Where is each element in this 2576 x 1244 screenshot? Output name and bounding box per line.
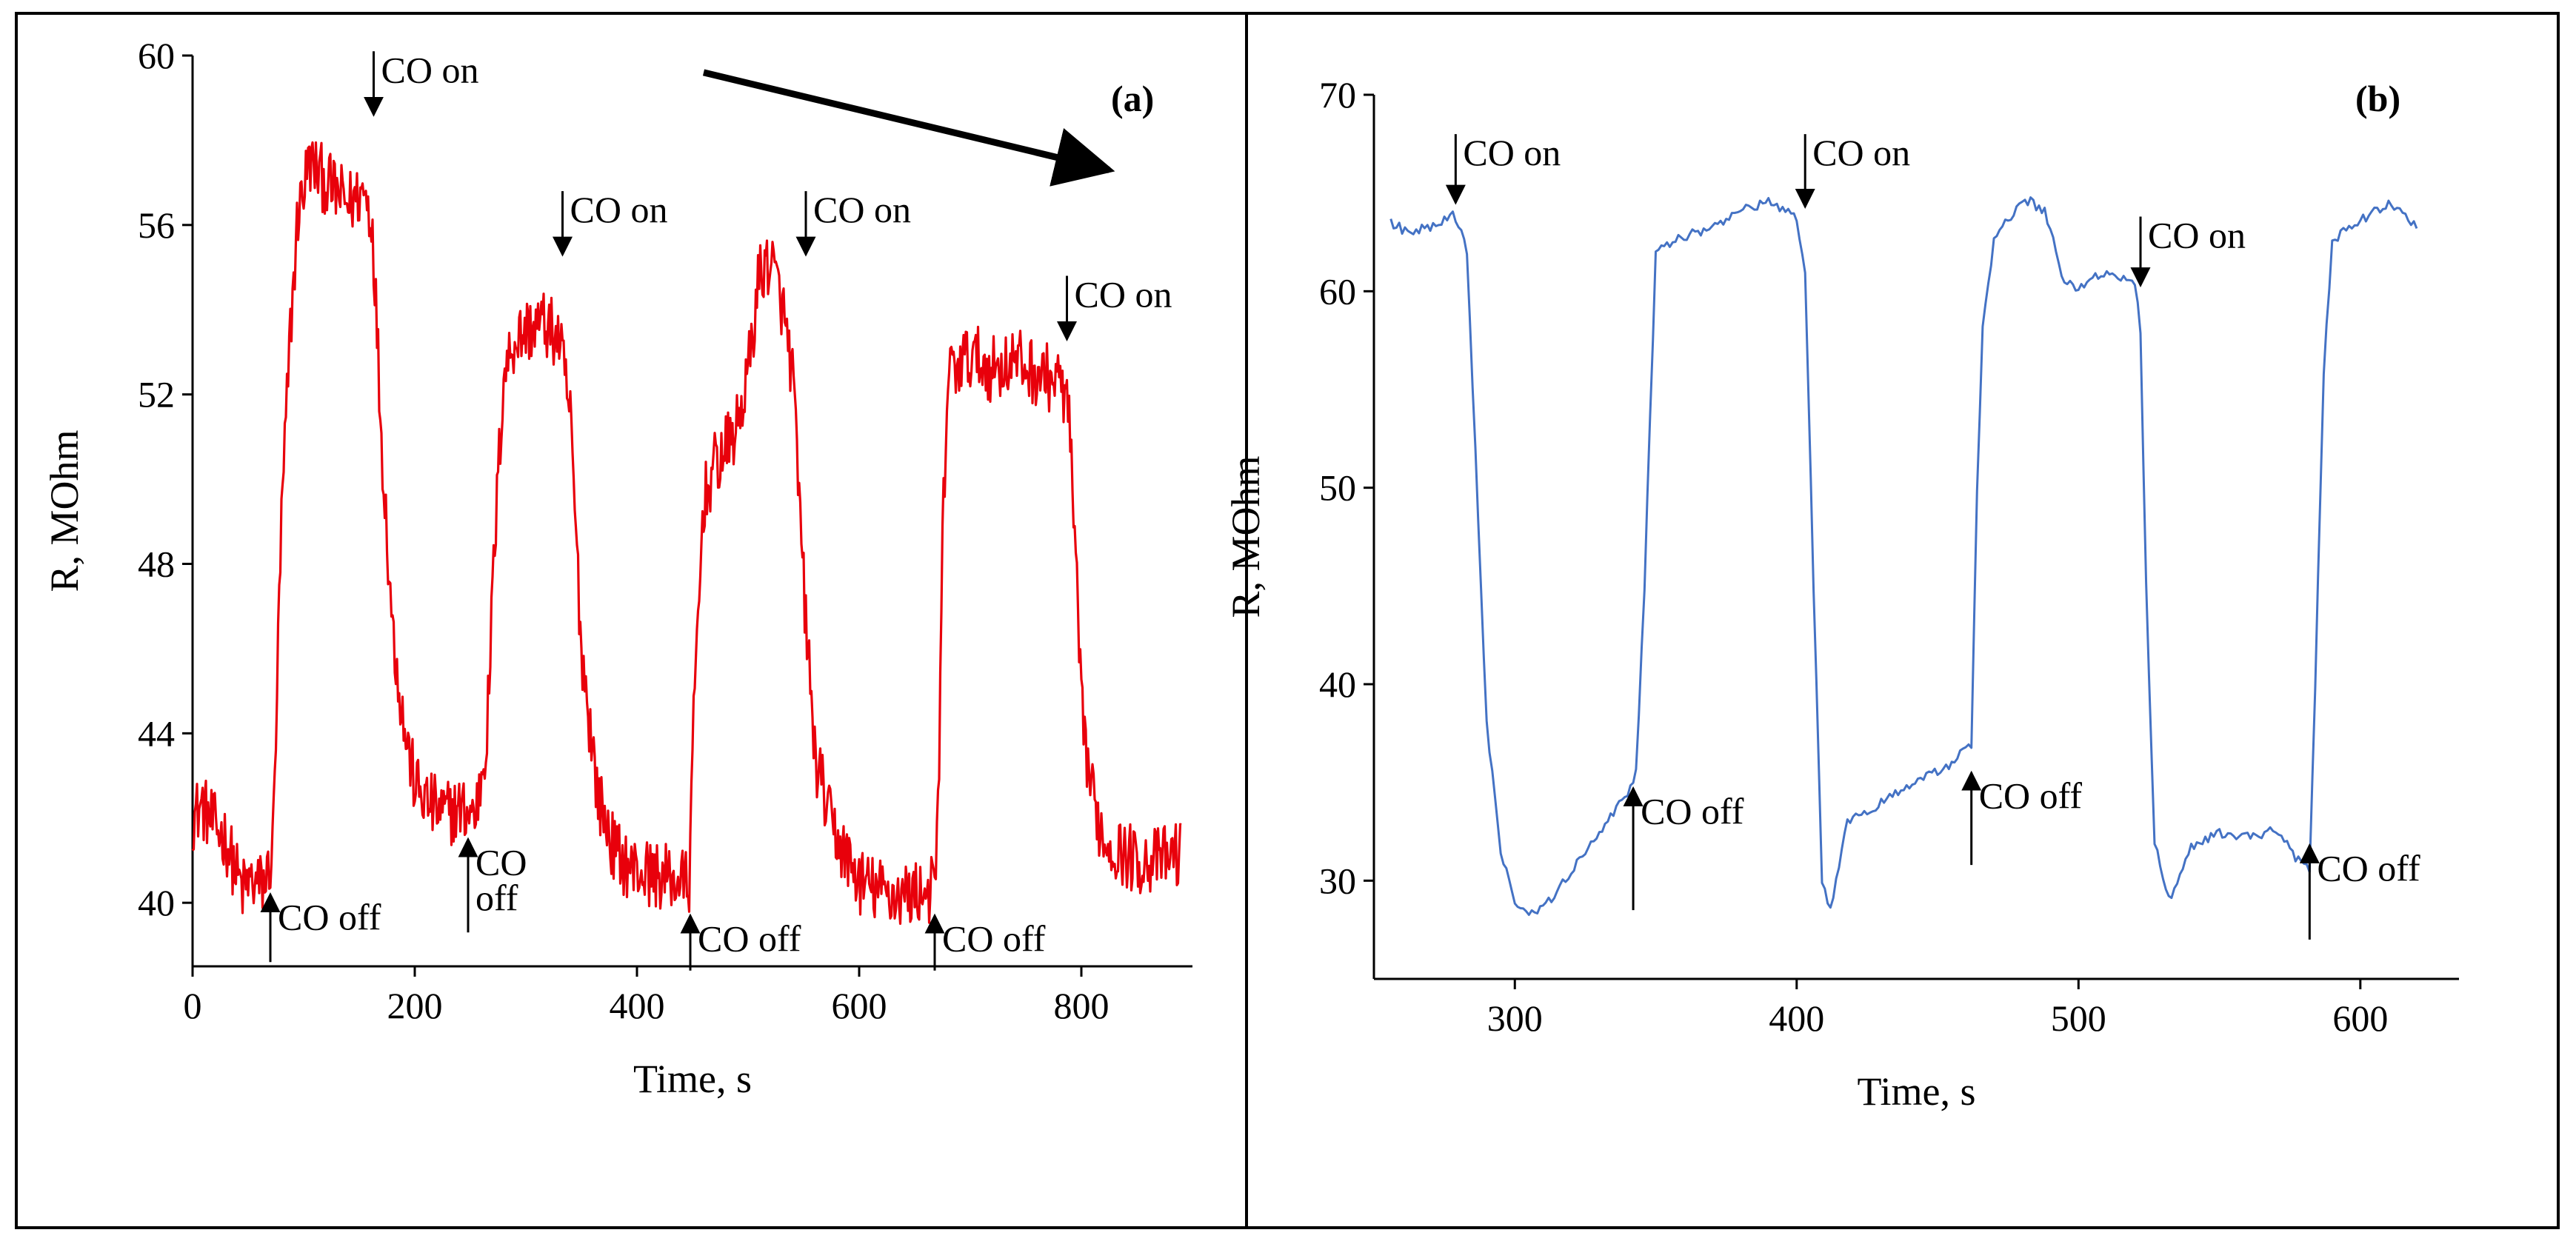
y-tick-label: 52 <box>138 374 175 415</box>
co-on-annotation: CO on <box>553 189 668 257</box>
annotation-label-line2: off <box>476 877 518 918</box>
x-axis-title: Time, s <box>633 1057 752 1101</box>
y-tick-label: 60 <box>1319 270 1356 312</box>
co-on-annotation: CO on <box>1445 132 1561 205</box>
y-tick-label: 60 <box>138 35 175 76</box>
co-off-annotation: CO off <box>260 892 381 963</box>
co-on-annotation: CO on <box>364 49 479 117</box>
annotation-label: CO on <box>381 49 479 90</box>
annotation-label: CO off <box>1641 791 1744 832</box>
y-tick-label: 44 <box>138 712 175 754</box>
co-on-annotation: CO on <box>795 189 911 257</box>
annotation-label: CO off <box>1979 775 2083 816</box>
x-tick-label: 500 <box>2051 997 2106 1039</box>
annotation-label: CO off <box>698 917 801 959</box>
co-off-annotation: CO off <box>924 913 1046 971</box>
co-on-annotation: CO on <box>2130 215 2246 288</box>
series-line-r <box>1389 196 2418 916</box>
y-tick-label: 70 <box>1319 74 1356 116</box>
annotation-label: CO on <box>2148 215 2246 256</box>
y-tick-label: 56 <box>138 204 175 246</box>
x-tick-label: 600 <box>832 985 887 1026</box>
co-on-annotation: CO on <box>1795 132 1910 209</box>
x-tick-label: 400 <box>1769 997 1824 1039</box>
annotation-label: CO on <box>1075 273 1172 315</box>
annotation-label: CO on <box>1463 132 1561 173</box>
x-tick-label: 400 <box>610 985 665 1026</box>
y-tick-label: 30 <box>1319 860 1356 901</box>
y-tick-label: 40 <box>138 882 175 923</box>
co-off-annotation: CO off <box>1623 786 1744 911</box>
x-tick-label: 800 <box>1054 985 1110 1026</box>
x-tick-label: 0 <box>184 985 202 1026</box>
trend-arrow <box>702 69 1115 187</box>
annotation-label: CO <box>476 841 527 883</box>
panel-label: (b) <box>2355 78 2400 119</box>
x-tick-label: 200 <box>387 985 443 1026</box>
panel-label: (a) <box>1111 78 1154 119</box>
annotation-label: CO on <box>1812 132 1910 173</box>
annotation-label: CO off <box>278 897 381 938</box>
annotation-label: CO on <box>813 189 911 230</box>
annotation-label: CO off <box>942 917 1046 959</box>
annotation-label: CO off <box>2317 848 2420 889</box>
y-axis-title: R, MOhm <box>42 429 87 592</box>
co-off-annotation: CO off <box>1961 770 2083 866</box>
panel-b: 30 40 50 60 70 300 400 500 600 Time, s R, MOhm (b) C… <box>1224 74 2459 1114</box>
co-off-annotation: CO off <box>2299 843 2420 940</box>
y-tick-label: 48 <box>138 544 175 585</box>
series-line-r <box>191 141 1182 925</box>
co-on-annotation: CO on <box>1057 273 1172 342</box>
co-off-annotation: CO off <box>680 913 801 971</box>
x-axis-title: Time, s <box>1857 1069 1975 1114</box>
figure-frame <box>15 12 2560 1229</box>
x-tick-label: 600 <box>2332 997 2388 1039</box>
y-axis-title: R, MOhm <box>1224 455 1268 618</box>
x-tick-label: 300 <box>1487 997 1543 1039</box>
annotation-label: CO on <box>570 189 668 230</box>
y-tick-label: 40 <box>1319 663 1356 705</box>
y-tick-label: 50 <box>1319 467 1356 509</box>
